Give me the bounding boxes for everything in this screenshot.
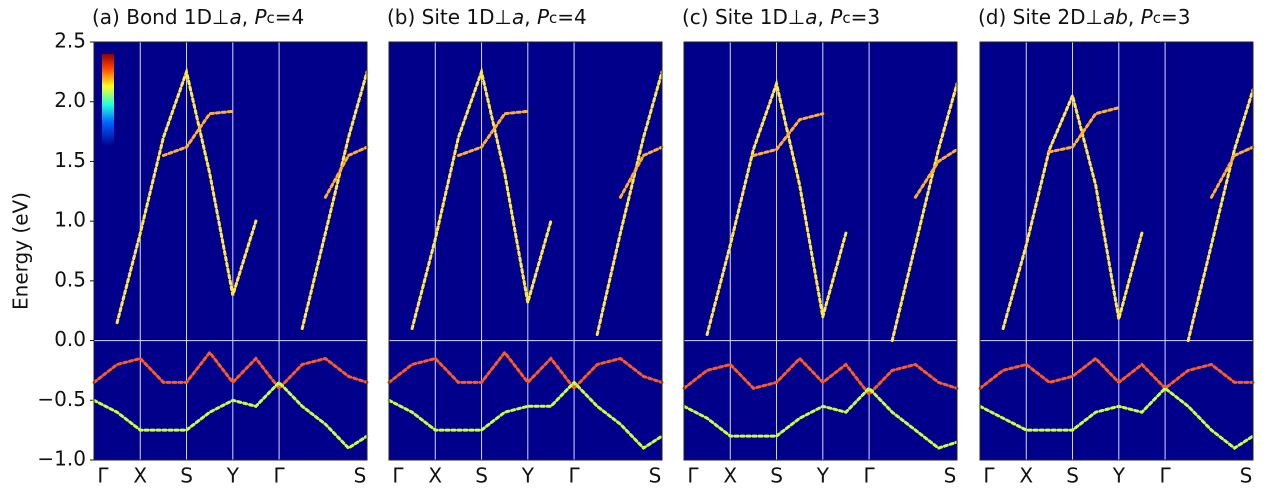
title-run: , (242, 5, 255, 29)
band-line (1047, 106, 1255, 199)
x-tick-label: Y (1112, 464, 1126, 488)
y-tick-label: 1.5 (54, 148, 86, 172)
title-run: P (254, 5, 267, 29)
band-line (456, 109, 664, 199)
x-tick-label: S (354, 464, 367, 488)
y-tick-label: 0.5 (54, 267, 86, 291)
x-tick-label: X (1019, 464, 1033, 488)
x-tick-label: X (428, 464, 442, 488)
x-tick-label: Γ (864, 464, 876, 488)
title-run: a (512, 5, 524, 29)
x-tick-label: S (649, 464, 662, 488)
plot-background (389, 42, 662, 460)
title-run: =4 (557, 5, 586, 29)
title-run: , (1128, 5, 1141, 29)
title-run: (c) Site 1D⊥ (682, 5, 805, 29)
band-line (115, 66, 369, 331)
title-run: a (229, 5, 241, 29)
band-line (92, 350, 369, 391)
y-tick-label: −0.5 (37, 387, 86, 411)
y-tick-label: 2.5 (54, 29, 86, 53)
x-tick-label: S (944, 464, 957, 488)
band-line (978, 356, 1255, 391)
title-run: =3 (851, 5, 880, 29)
title-run: P (537, 5, 550, 29)
title-run: , (524, 5, 537, 29)
x-tick-label: X (723, 464, 737, 488)
title-run: P (1141, 5, 1154, 29)
title-run: a (805, 5, 817, 29)
plot-frame (388, 41, 663, 461)
x-tick-label: S (180, 464, 193, 488)
x-tick-label: S (1066, 464, 1079, 488)
x-tick-label: Γ (97, 464, 109, 488)
y-axis-label: Energy (eV) (9, 192, 33, 310)
panel-title: (c) Site 1D⊥a, Pc=3 (682, 5, 880, 29)
x-tick-label: Y (226, 464, 240, 488)
title-run: ab (1103, 5, 1128, 29)
x-tick-label: Γ (983, 464, 995, 488)
x-tick-label: S (770, 464, 783, 488)
plot-frame (683, 41, 958, 461)
y-tick-label: −1.0 (37, 447, 86, 471)
colorbar (102, 54, 114, 146)
x-tick-label: Y (521, 464, 535, 488)
x-tick-label: Γ (392, 464, 404, 488)
y-tick-label: 2.0 (54, 88, 86, 112)
title-run: (b) Site 1D⊥ (387, 5, 512, 29)
title-run: c (1153, 9, 1161, 27)
plot-background (684, 42, 957, 460)
band-line (751, 112, 959, 199)
band-line (1001, 88, 1255, 343)
title-run: c (549, 9, 557, 27)
band-line (410, 66, 664, 337)
title-run: (d) Site 2D⊥ (978, 5, 1103, 29)
title-run: c (842, 9, 850, 27)
title-run: =3 (1161, 5, 1190, 29)
title-run: P (830, 5, 843, 29)
plot-background (980, 42, 1253, 460)
band-line (387, 350, 664, 391)
band-line (92, 380, 369, 451)
title-run: (a) Bond 1D⊥ (92, 5, 229, 29)
panel-title: (d) Site 2D⊥ab, Pc=3 (978, 5, 1190, 29)
x-tick-label: S (475, 464, 488, 488)
y-tick-label: 0.0 (54, 327, 86, 351)
plot-frame (93, 41, 368, 461)
x-tick-label: Γ (1160, 464, 1172, 488)
x-tick-label: Y (816, 464, 830, 488)
band-line (682, 386, 959, 450)
title-run: c (267, 9, 275, 27)
x-tick-label: Γ (569, 464, 581, 488)
title-run: , (818, 5, 831, 29)
panel-title: (a) Bond 1D⊥a, Pc=4 (92, 5, 304, 29)
x-tick-label: Γ (687, 464, 699, 488)
plot-frame (979, 41, 1254, 461)
band-line (705, 78, 959, 343)
band-line (161, 109, 369, 199)
x-tick-label: S (1240, 464, 1253, 488)
x-tick-label: X (133, 464, 147, 488)
band-line (978, 386, 1255, 450)
x-tick-label: Γ (274, 464, 286, 488)
panel-title: (b) Site 1D⊥a, Pc=4 (387, 5, 587, 29)
title-run: =4 (275, 5, 304, 29)
band-line (387, 380, 664, 451)
band-line (682, 356, 959, 397)
y-tick-label: 1.0 (54, 208, 86, 232)
